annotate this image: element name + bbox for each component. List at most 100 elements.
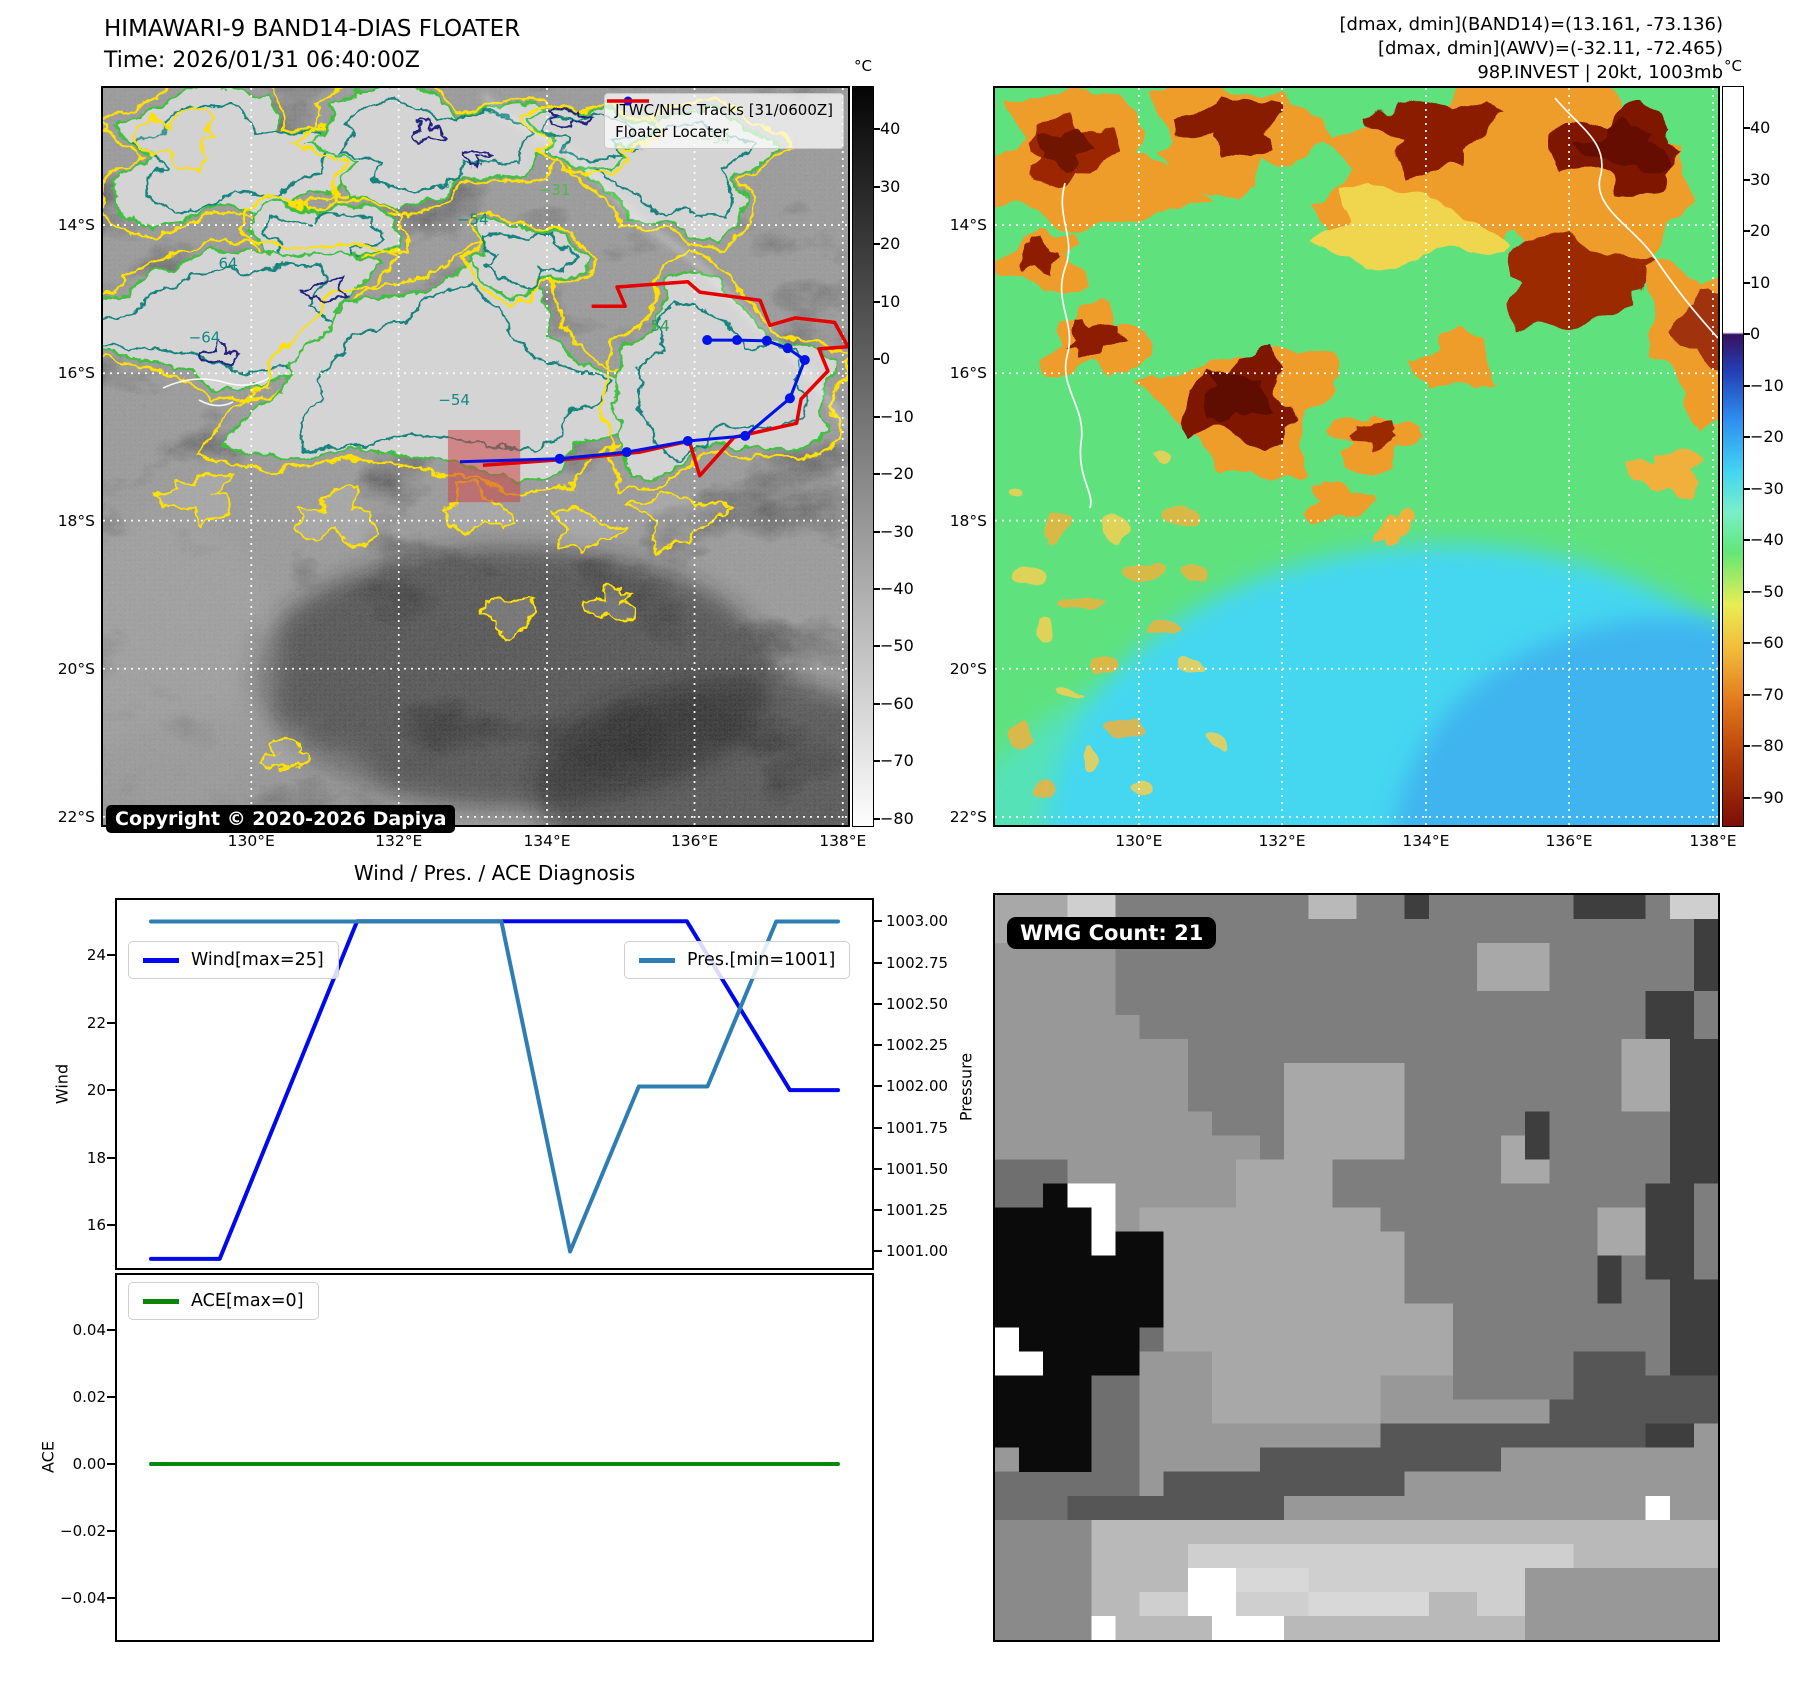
awv-colorbar-tick: 0 xyxy=(1750,324,1761,344)
jtwc-track-point xyxy=(799,354,810,365)
wind-series-line xyxy=(149,919,840,1261)
band14-colorbar-tick: 20 xyxy=(880,234,901,254)
ace-axis-tick: 0.04 xyxy=(72,1320,106,1339)
jtwc-track-point xyxy=(554,453,565,464)
pressure-axis-tickmark xyxy=(873,1044,882,1047)
pressure-axis-tick: 1002.50 xyxy=(886,994,949,1013)
wind-axis-tickmark xyxy=(107,1156,116,1159)
jtwc-legend-label: JTWC/NHC Tracks [31/0600Z] xyxy=(615,101,833,119)
pressure-axis-tickmark xyxy=(873,920,882,923)
awv-lat-tick: 22°S xyxy=(949,807,987,826)
awv-map-image xyxy=(995,88,1718,825)
pressure-axis-tick: 1001.25 xyxy=(886,1201,949,1220)
wind-axis-tickmark xyxy=(107,1021,116,1024)
jtwc-track-point xyxy=(731,335,742,346)
band14-colorbar-tickmark xyxy=(874,817,880,820)
band14-colorbar-tick: −10 xyxy=(880,406,914,426)
pressure-line-swatch-icon xyxy=(639,957,675,963)
wind-axis-tick: 16 xyxy=(86,1216,106,1235)
band14-lat-tick: 20°S xyxy=(57,659,95,678)
ace-chart xyxy=(115,1273,874,1642)
pressure-axis-tickmark xyxy=(873,1167,882,1170)
wind-axis-tick: 24 xyxy=(86,946,106,965)
band14-lon-tick: 134°E xyxy=(523,832,571,850)
awv-lon-tick: 138°E xyxy=(1689,832,1737,850)
band14-lat-tick: 22°S xyxy=(57,807,95,826)
band14-colorbar-tickmark xyxy=(874,415,880,418)
awv-colorbar-tick: −10 xyxy=(1750,375,1784,395)
awv-colorbar-tick: −40 xyxy=(1750,530,1784,550)
ace-axis-tick: 0.02 xyxy=(72,1388,106,1406)
ace-line-swatch-icon xyxy=(143,1298,179,1304)
ace-legend: ACE[max=0] xyxy=(128,1282,319,1320)
wind-axis-tick: 18 xyxy=(86,1148,106,1167)
ace-axis-tickmark xyxy=(107,1597,116,1600)
floater-legend-row: Floater Locater xyxy=(607,99,833,143)
awv-colorbar-tickmark xyxy=(1744,642,1750,645)
jtwc-track-point xyxy=(784,393,795,404)
pressure-axis-tickmark xyxy=(873,1085,882,1088)
band14-colorbar-tick: 30 xyxy=(880,176,901,196)
awv-colorbar-unit: °C xyxy=(1724,57,1742,75)
wind-axis-tick: 22 xyxy=(86,1013,106,1032)
awv-colorbar-tickmark xyxy=(1744,693,1750,696)
pressure-axis-tick: 1003.00 xyxy=(886,912,949,931)
awv-colorbar-tickmark xyxy=(1744,127,1750,130)
band14-colorbar-tickmark xyxy=(874,358,880,361)
band14-colorbar-tick: −20 xyxy=(880,464,914,484)
pressure-axis-tick: 1002.00 xyxy=(886,1077,949,1096)
awv-colorbar-tick: −70 xyxy=(1750,684,1784,704)
ace-axis-tickmark xyxy=(107,1396,116,1398)
contour-label: 54 xyxy=(651,317,670,335)
wind-axis-tickmark xyxy=(107,954,116,957)
awv-colorbar-tickmark xyxy=(1744,230,1750,233)
awv-lon-tick: 130°E xyxy=(1115,832,1163,850)
band14-colorbar-tick: −70 xyxy=(880,751,914,771)
awv-lat-tick: 16°S xyxy=(949,364,987,383)
awv-lat-tick: 20°S xyxy=(949,659,987,678)
band14-colorbar-tick: −30 xyxy=(880,521,914,541)
band14-colorbar-tick: −50 xyxy=(880,636,914,656)
awv-colorbar-tickmark xyxy=(1744,590,1750,593)
jtwc-track-point xyxy=(782,343,793,354)
pressure-axis-tick: 1001.75 xyxy=(886,1118,949,1137)
ace-axis-tick: 0.00 xyxy=(72,1455,106,1474)
awv-colorbar-tickmark xyxy=(1744,333,1750,336)
pressure-axis-tick: 1002.75 xyxy=(886,953,949,972)
band14-lat-tick: 16°S xyxy=(57,364,95,383)
floater-locater-swatch-icon xyxy=(607,99,650,103)
band14-map-legend: JTWC/NHC Tracks [31/0600Z] Floater Locat… xyxy=(604,93,844,149)
band14-colorbar-tick: −40 xyxy=(880,579,914,598)
contour-label: −54 xyxy=(457,210,489,228)
pressure-axis-tick: 1001.00 xyxy=(886,1242,949,1261)
band14-colorbar-tickmark xyxy=(874,588,880,590)
awv-colorbar-tickmark xyxy=(1744,796,1750,799)
wmg-pixel-image xyxy=(995,895,1718,1640)
band14-colorbar-tick: 40 xyxy=(880,119,901,139)
band14-colorbar-tickmark xyxy=(874,760,880,763)
floater-legend-label: Floater Locater xyxy=(615,123,729,141)
band14-colorbar-tickmark xyxy=(874,645,880,648)
band14-colorbar-tickmark xyxy=(874,300,880,303)
awv-colorbar-tickmark xyxy=(1744,281,1750,284)
awv-header: [dmax, dmin](BAND14)=(13.161, -73.136) [… xyxy=(1340,13,1723,85)
band14-colorbar-tickmark xyxy=(874,243,880,246)
pressure-legend-label: Pres.[min=1001] xyxy=(687,950,836,970)
diagnosis-chart-title: Wind / Pres. / ACE Diagnosis xyxy=(353,861,636,885)
contour-label: −54 xyxy=(438,391,470,409)
ace-axis-tickmark xyxy=(107,1328,116,1331)
wind-line-swatch-icon xyxy=(143,957,179,963)
wind-legend-label: Wind[max=25] xyxy=(191,950,324,970)
band14-lat-tick: 18°S xyxy=(57,511,95,530)
band14-colorbar-unit: °C xyxy=(854,57,872,75)
band14-lon-tick: 138°E xyxy=(819,832,867,850)
wind-pressure-chart xyxy=(115,898,874,1270)
ace-axis-tick: −0.02 xyxy=(60,1522,106,1541)
copyright-badge: Copyright © 2020-2026 Dapiya xyxy=(106,805,456,833)
contour-label: −64 xyxy=(189,328,221,346)
awv-colorbar-tick: −60 xyxy=(1750,633,1784,653)
awv-header-line-3: 98P.INVEST | 20kt, 1003mb xyxy=(1477,62,1723,83)
awv-header-line-2: [dmax, dmin](AWV)=(-32.11, -72.465) xyxy=(1377,38,1723,59)
